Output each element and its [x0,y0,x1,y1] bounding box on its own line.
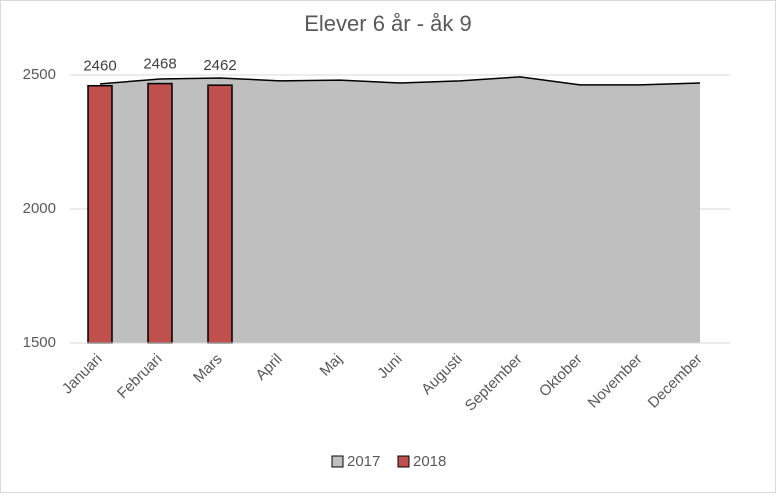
bar [207,84,233,344]
data-label: 2462 [203,57,236,74]
bar [87,84,113,344]
y-tick-label: 1500 [23,334,56,351]
legend-label: 2018 [413,453,446,470]
area-line [99,76,701,86]
legend-swatch [331,455,344,468]
bar [147,82,173,344]
data-label: 2468 [143,56,176,73]
area [100,76,700,343]
data-label: 2460 [83,58,116,75]
y-tick-label: 2000 [23,200,56,217]
legend-label: 2017 [347,453,380,470]
chart-title: Elever 6 år - åk 9 [304,11,472,36]
y-tick-label: 2500 [23,66,56,83]
legend-swatch [397,455,410,468]
